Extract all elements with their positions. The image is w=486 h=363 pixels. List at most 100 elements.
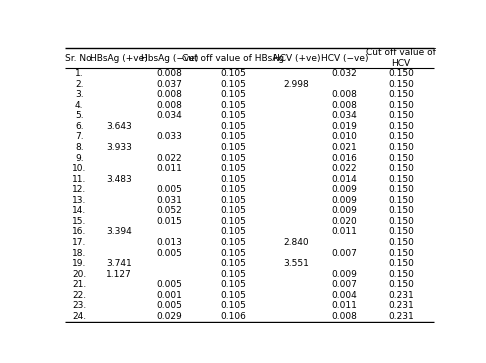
- Text: 3.394: 3.394: [106, 228, 132, 236]
- Text: 0.022: 0.022: [331, 164, 357, 173]
- Text: 17.: 17.: [72, 238, 87, 247]
- Text: 0.150: 0.150: [388, 196, 414, 205]
- Text: 0.013: 0.013: [156, 238, 182, 247]
- Text: 0.105: 0.105: [221, 143, 246, 152]
- Text: 0.014: 0.014: [331, 175, 357, 184]
- Text: 22.: 22.: [72, 291, 86, 300]
- Text: 5.: 5.: [75, 111, 84, 120]
- Text: 0.105: 0.105: [221, 122, 246, 131]
- Text: 2.998: 2.998: [283, 79, 309, 89]
- Text: 0.005: 0.005: [156, 280, 182, 289]
- Text: 0.150: 0.150: [388, 154, 414, 163]
- Text: 0.009: 0.009: [331, 206, 357, 215]
- Text: 19.: 19.: [72, 259, 87, 268]
- Text: 21.: 21.: [72, 280, 87, 289]
- Text: 0.105: 0.105: [221, 132, 246, 142]
- Text: 0.105: 0.105: [221, 79, 246, 89]
- Text: 3.741: 3.741: [106, 259, 132, 268]
- Text: Sr. No.: Sr. No.: [65, 53, 94, 62]
- Text: 0.105: 0.105: [221, 101, 246, 110]
- Text: 0.105: 0.105: [221, 228, 246, 236]
- Text: 0.105: 0.105: [221, 206, 246, 215]
- Text: 1.127: 1.127: [106, 270, 132, 279]
- Text: Cut off value of
HCV: Cut off value of HCV: [366, 48, 436, 68]
- Text: 0.022: 0.022: [156, 154, 182, 163]
- Text: 0.005: 0.005: [156, 185, 182, 194]
- Text: 0.008: 0.008: [156, 101, 182, 110]
- Text: 0.150: 0.150: [388, 122, 414, 131]
- Text: 8.: 8.: [75, 143, 84, 152]
- Text: 0.029: 0.029: [156, 312, 182, 321]
- Text: 0.004: 0.004: [331, 291, 357, 300]
- Text: 0.011: 0.011: [331, 228, 357, 236]
- Text: 0.150: 0.150: [388, 217, 414, 226]
- Text: 0.105: 0.105: [221, 196, 246, 205]
- Text: 0.150: 0.150: [388, 101, 414, 110]
- Text: 0.008: 0.008: [331, 90, 357, 99]
- Text: 0.007: 0.007: [331, 249, 357, 258]
- Text: 0.105: 0.105: [221, 69, 246, 78]
- Text: 0.150: 0.150: [388, 228, 414, 236]
- Text: 0.052: 0.052: [156, 206, 182, 215]
- Text: 3.: 3.: [75, 90, 84, 99]
- Text: 0.105: 0.105: [221, 301, 246, 310]
- Text: 0.005: 0.005: [156, 301, 182, 310]
- Text: 10.: 10.: [72, 164, 87, 173]
- Text: 0.150: 0.150: [388, 238, 414, 247]
- Text: 13.: 13.: [72, 196, 87, 205]
- Text: HCV (−ve): HCV (−ve): [321, 53, 368, 62]
- Text: 0.105: 0.105: [221, 291, 246, 300]
- Text: 0.150: 0.150: [388, 185, 414, 194]
- Text: 0.019: 0.019: [331, 122, 357, 131]
- Text: 0.020: 0.020: [331, 217, 357, 226]
- Text: 3.551: 3.551: [283, 259, 309, 268]
- Text: 0.011: 0.011: [156, 164, 182, 173]
- Text: 0.150: 0.150: [388, 206, 414, 215]
- Text: 0.011: 0.011: [331, 301, 357, 310]
- Text: 0.105: 0.105: [221, 259, 246, 268]
- Text: Cut off value of HBsAg: Cut off value of HBsAg: [182, 53, 284, 62]
- Text: 0.031: 0.031: [156, 196, 182, 205]
- Text: 0.008: 0.008: [331, 312, 357, 321]
- Text: 0.105: 0.105: [221, 270, 246, 279]
- Text: 0.231: 0.231: [388, 291, 414, 300]
- Text: 0.150: 0.150: [388, 249, 414, 258]
- Text: 0.008: 0.008: [156, 69, 182, 78]
- Text: 0.105: 0.105: [221, 175, 246, 184]
- Text: HbsAg (−ve): HbsAg (−ve): [140, 53, 198, 62]
- Text: 0.105: 0.105: [221, 185, 246, 194]
- Text: 0.005: 0.005: [156, 249, 182, 258]
- Text: 0.032: 0.032: [331, 69, 357, 78]
- Text: 0.037: 0.037: [156, 79, 182, 89]
- Text: 0.150: 0.150: [388, 175, 414, 184]
- Text: 0.150: 0.150: [388, 132, 414, 142]
- Text: 0.150: 0.150: [388, 259, 414, 268]
- Text: 0.008: 0.008: [331, 101, 357, 110]
- Text: 0.001: 0.001: [156, 291, 182, 300]
- Text: 0.034: 0.034: [331, 111, 357, 120]
- Text: 9.: 9.: [75, 154, 84, 163]
- Text: 0.105: 0.105: [221, 217, 246, 226]
- Text: 0.105: 0.105: [221, 90, 246, 99]
- Text: 0.008: 0.008: [156, 90, 182, 99]
- Text: 0.231: 0.231: [388, 312, 414, 321]
- Text: 0.015: 0.015: [156, 217, 182, 226]
- Text: 0.150: 0.150: [388, 143, 414, 152]
- Text: 0.007: 0.007: [331, 280, 357, 289]
- Text: 0.034: 0.034: [156, 111, 182, 120]
- Text: 23.: 23.: [72, 301, 87, 310]
- Text: 0.150: 0.150: [388, 270, 414, 279]
- Text: 0.009: 0.009: [331, 270, 357, 279]
- Text: 0.105: 0.105: [221, 280, 246, 289]
- Text: 0.231: 0.231: [388, 301, 414, 310]
- Text: 0.105: 0.105: [221, 249, 246, 258]
- Text: 12.: 12.: [72, 185, 87, 194]
- Text: 2.840: 2.840: [283, 238, 309, 247]
- Text: 0.150: 0.150: [388, 90, 414, 99]
- Text: 1.: 1.: [75, 69, 84, 78]
- Text: 0.016: 0.016: [331, 154, 357, 163]
- Text: 2.: 2.: [75, 79, 84, 89]
- Text: HCV (+ve): HCV (+ve): [273, 53, 320, 62]
- Text: 0.105: 0.105: [221, 164, 246, 173]
- Text: 11.: 11.: [72, 175, 87, 184]
